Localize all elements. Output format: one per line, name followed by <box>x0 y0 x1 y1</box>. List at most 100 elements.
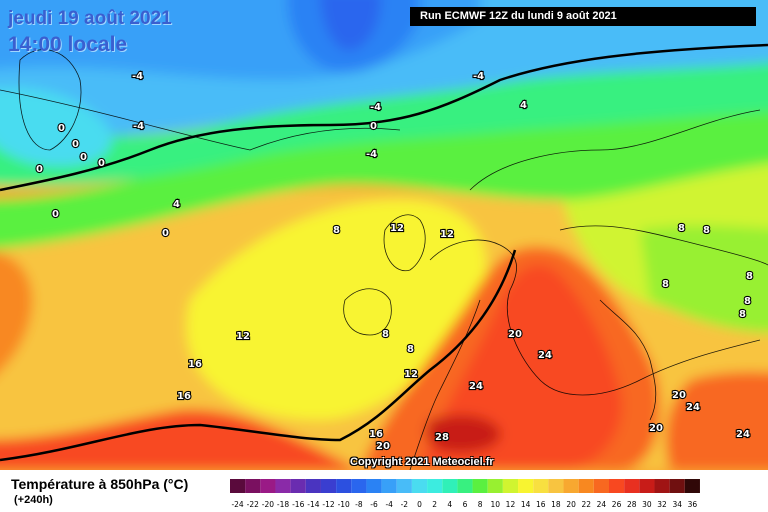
color-scale-legend: -24 -22 -20 -18 -16 -14 -12 -10 -8 -6 -4 -2 0 2 4 6 8 10 1… <box>230 479 700 509</box>
contour-label: 0 <box>80 152 87 163</box>
legend-tick-label: -20 <box>262 500 274 509</box>
contour-label: 12 <box>390 223 404 234</box>
contour-label: 12 <box>236 331 250 342</box>
legend-swatch <box>230 479 246 493</box>
legend-tick-label: 30 <box>642 500 652 509</box>
legend-tick-label: -14 <box>307 500 319 509</box>
legend-swatch <box>381 479 397 493</box>
contour-label: 16 <box>369 429 383 440</box>
contour-label: 12 <box>404 369 418 380</box>
legend-tick-label: 8 <box>478 500 483 509</box>
lead-time: (+240h) <box>14 494 53 506</box>
contour-label: 0 <box>98 158 105 169</box>
contour-label: 28 <box>435 432 449 443</box>
contour-label: -4 <box>132 71 143 82</box>
contour-label: 20 <box>672 390 686 401</box>
legend-tick-label: 34 <box>672 500 682 509</box>
legend-tick-label: -12 <box>322 500 334 509</box>
legend-swatch <box>593 479 609 493</box>
contour-label: 16 <box>188 359 202 370</box>
contour-label: 20 <box>649 423 663 434</box>
legend-tick-label: -6 <box>370 500 378 509</box>
legend-tick-label: 0 <box>417 500 422 509</box>
legend-swatch <box>669 479 685 493</box>
legend-swatch <box>639 479 655 493</box>
legend-tick-label: 6 <box>463 500 468 509</box>
legend-tick-label: 20 <box>566 500 576 509</box>
run-info-banner: Run ECMWF 12Z du lundi 9 août 2021 <box>410 7 756 26</box>
legend-swatch <box>578 479 594 493</box>
forecast-time: 14:00 locale <box>8 33 128 56</box>
legend-swatch <box>563 479 579 493</box>
legend-swatch <box>396 479 412 493</box>
contour-label: 8 <box>739 309 746 320</box>
legend-swatch <box>684 479 700 493</box>
contour-label: 4 <box>173 199 180 210</box>
contour-label: 12 <box>440 229 454 240</box>
legend-swatch <box>518 479 534 493</box>
legend-swatch <box>411 479 428 493</box>
contour-label: 0 <box>162 228 169 239</box>
contour-label: 8 <box>744 296 751 307</box>
legend-swatch <box>472 479 488 493</box>
legend-tick-label: -18 <box>277 500 289 509</box>
contour-label: 8 <box>407 344 414 355</box>
contour-label: 8 <box>662 279 669 290</box>
legend-tick-label: -4 <box>385 500 393 509</box>
contour-label: 4 <box>520 100 527 111</box>
legend-swatch <box>442 479 458 493</box>
legend-tick-label: 14 <box>521 500 531 509</box>
legend-tick-label: -16 <box>292 500 304 509</box>
coastlines <box>0 49 768 470</box>
legend-tick-label: 4 <box>447 500 452 509</box>
legend-swatch <box>457 479 473 493</box>
legend-tick-label: 16 <box>536 500 546 509</box>
legend-tick-label: -10 <box>338 500 350 509</box>
legend-tick-label: 26 <box>612 500 622 509</box>
legend-swatch <box>290 479 306 493</box>
legend-swatch <box>624 479 640 493</box>
legend-tick-label: 28 <box>627 500 637 509</box>
contour-label: 0 <box>36 164 43 175</box>
legend-swatch <box>533 479 549 493</box>
contour-label: 24 <box>686 402 700 413</box>
legend-swatch <box>487 479 503 493</box>
contour-label: 0 <box>58 123 65 134</box>
contour-label: 24 <box>736 429 750 440</box>
legend-tick-label: -24 <box>231 500 243 509</box>
legend-tick-label: 32 <box>657 500 667 509</box>
contour-label: -4 <box>370 102 381 113</box>
contour-label: 16 <box>177 391 191 402</box>
contour-label: 8 <box>746 271 753 282</box>
legend-tick-label: 2 <box>432 500 437 509</box>
legend-tick-label: -2 <box>401 500 409 509</box>
contour-label: 0 <box>370 121 377 132</box>
parameter-title: Température à 850hPa (°C) <box>11 476 189 492</box>
contour-label: 0 <box>72 139 79 150</box>
legend-tick-label: 10 <box>491 500 501 509</box>
legend-tick-label: -8 <box>355 500 363 509</box>
legend-swatch <box>609 479 625 493</box>
contour-label: 8 <box>333 225 340 236</box>
copyright-notice: Copyright 2021 Meteociel.fr <box>350 456 494 468</box>
legend-swatch <box>275 479 291 493</box>
legend-tick-label: 24 <box>597 500 607 509</box>
temperature-map: -4 -4 -4 -4 4 0 0 0 0 -4 0 0 0 4 0 8 12 … <box>0 0 768 470</box>
forecast-date: jeudi 19 août 2021 <box>8 8 172 29</box>
legend-swatch <box>502 479 519 493</box>
contour-label: 8 <box>678 223 685 234</box>
isotherm-lines <box>0 43 768 462</box>
legend-tick-label: 12 <box>506 500 516 509</box>
legend-tick-label: 22 <box>581 500 591 509</box>
legend-swatch <box>305 479 321 493</box>
legend-tick-label: -22 <box>247 500 259 509</box>
legend-swatch <box>320 479 337 493</box>
legend-tick-label: 36 <box>688 500 698 509</box>
legend-swatch <box>260 479 276 493</box>
legend-tick-label: 18 <box>551 500 561 509</box>
legend-swatch <box>654 479 670 493</box>
legend-swatch <box>366 479 382 493</box>
contour-label: 0 <box>52 209 59 220</box>
contour-label: -4 <box>366 149 377 160</box>
contour-label: 24 <box>538 350 552 361</box>
